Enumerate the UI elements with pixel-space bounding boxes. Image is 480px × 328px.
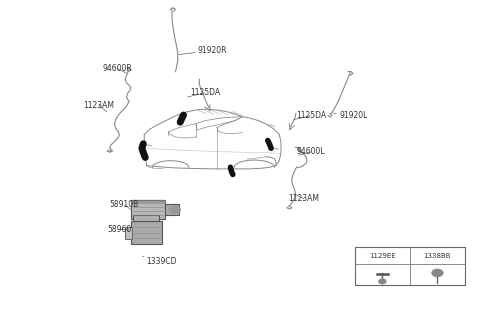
Text: 91920R: 91920R: [179, 46, 228, 55]
Text: 1125DA: 1125DA: [187, 88, 220, 97]
Circle shape: [379, 279, 386, 284]
Bar: [131, 200, 165, 219]
Text: 94600R: 94600R: [103, 64, 132, 73]
Text: 58910B: 58910B: [110, 200, 139, 209]
Bar: [131, 221, 161, 244]
Text: 94600L: 94600L: [297, 147, 325, 156]
Text: 1338BB: 1338BB: [424, 253, 451, 259]
Text: 1123AM: 1123AM: [83, 101, 114, 112]
Bar: [165, 204, 179, 215]
Text: 1339CD: 1339CD: [143, 256, 177, 266]
Text: 1123AM: 1123AM: [288, 194, 319, 203]
Text: 91920L: 91920L: [333, 111, 368, 120]
Circle shape: [169, 206, 180, 214]
Bar: [125, 227, 132, 239]
Bar: [133, 215, 159, 221]
Bar: [355, 247, 465, 285]
Text: 1125DA: 1125DA: [294, 111, 326, 120]
Text: 1129EE: 1129EE: [369, 253, 396, 259]
Circle shape: [432, 269, 443, 277]
Text: 58960: 58960: [107, 225, 131, 234]
